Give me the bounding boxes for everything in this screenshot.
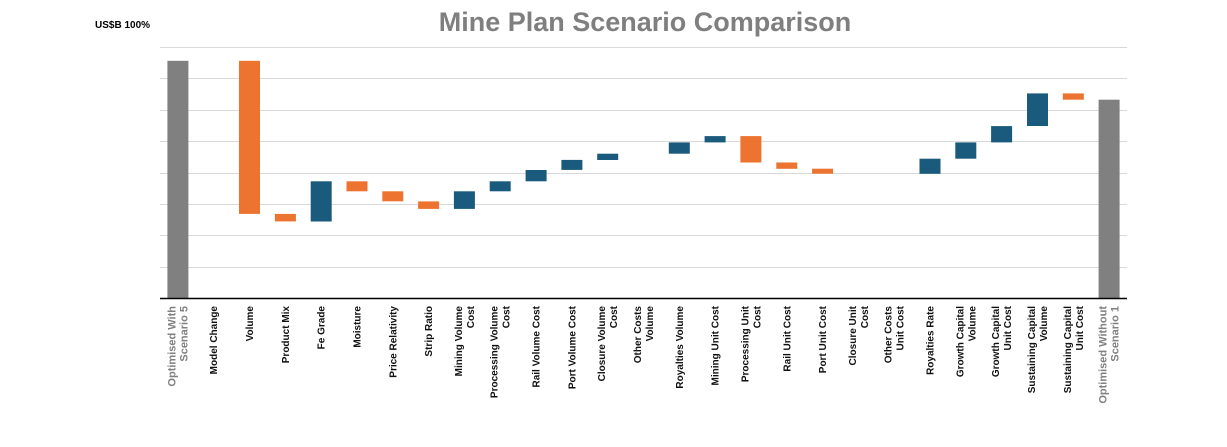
gridlines bbox=[160, 47, 1127, 268]
x-tick-label-9: Processing VolumeCost bbox=[490, 305, 513, 398]
bar-7 bbox=[418, 201, 440, 209]
bar-15 bbox=[704, 136, 726, 143]
bar-3 bbox=[274, 213, 296, 222]
bar-0 bbox=[167, 60, 189, 298]
bar-8 bbox=[453, 191, 475, 209]
bar-11 bbox=[561, 159, 583, 170]
x-tick-label-16: Processing UnitCost bbox=[740, 305, 763, 382]
x-tick-label-7: Strip Ratio bbox=[424, 306, 435, 357]
x-tick-label-26: Optimised WithoutScenario 1 bbox=[1098, 306, 1122, 404]
x-tick-label-3: Product Mix bbox=[281, 306, 292, 364]
x-tick-label-2: Volume bbox=[245, 306, 256, 342]
x-tick-label-14: Royalties Volume bbox=[675, 306, 686, 389]
x-tick-label-4: Fe Grade bbox=[317, 306, 328, 350]
bar-25 bbox=[1062, 93, 1084, 100]
x-tick-label-18: Port Unit Cost bbox=[818, 305, 829, 373]
x-tick-label-8: Mining VolumeCost bbox=[454, 305, 477, 376]
x-tick-label-1: Model Change bbox=[209, 306, 220, 375]
x-tick-label-6: Price Relativity bbox=[388, 306, 399, 378]
x-tick-label-19: Closure UnitCost bbox=[848, 305, 871, 365]
bar-6 bbox=[382, 191, 404, 202]
bar-4 bbox=[310, 181, 332, 222]
bar-24 bbox=[1027, 93, 1048, 126]
bar-23 bbox=[991, 126, 1013, 143]
x-tick-label-22: Growth CapitalVolume bbox=[955, 306, 978, 378]
x-tick-label-12: Closure VolumeCost bbox=[597, 305, 620, 381]
x-tick-label-13: Other CostsVolume bbox=[633, 306, 656, 364]
x-tick-label-20: Other CostsUnit Cost bbox=[884, 305, 907, 363]
bar-9 bbox=[489, 181, 511, 192]
x-tick-label-10: Rail Volume Cost bbox=[532, 305, 543, 387]
bar-5 bbox=[346, 181, 368, 192]
bar-10 bbox=[525, 170, 547, 182]
x-tick-label-15: Mining Unit Cost bbox=[711, 305, 722, 385]
x-tick-label-25: Sustaining CapitalUnit Cost bbox=[1063, 305, 1086, 393]
chart-title: Mine Plan Scenario Comparison bbox=[439, 7, 852, 37]
unit-label: US$B 100% bbox=[95, 20, 150, 31]
x-tick-labels: Optimised WithScenario 5 Model Change Volu… bbox=[166, 305, 1121, 403]
x-tick-label-17: Rail Unit Cost bbox=[782, 305, 793, 371]
bar-21 bbox=[919, 158, 941, 174]
bar-26 bbox=[1098, 99, 1120, 298]
bar-16 bbox=[740, 136, 762, 163]
x-tick-label-11: Port Volume Cost bbox=[567, 305, 578, 389]
x-tick-label-23: Growth CapitalUnit Cost bbox=[991, 305, 1014, 377]
x-tick-label-0: Optimised WithScenario 5 bbox=[166, 306, 190, 387]
bar-12 bbox=[597, 153, 619, 160]
bar-14 bbox=[668, 142, 690, 154]
bar-18 bbox=[812, 168, 834, 174]
bars bbox=[167, 60, 1120, 298]
x-tick-label-24: Sustaining CapitalVolume bbox=[1027, 306, 1050, 394]
bar-2 bbox=[239, 60, 260, 214]
bar-22 bbox=[955, 142, 977, 159]
x-tick-label-5: Moisture bbox=[353, 306, 364, 348]
bar-17 bbox=[776, 162, 798, 169]
x-tick-label-21: Royalties Rate bbox=[926, 306, 937, 375]
